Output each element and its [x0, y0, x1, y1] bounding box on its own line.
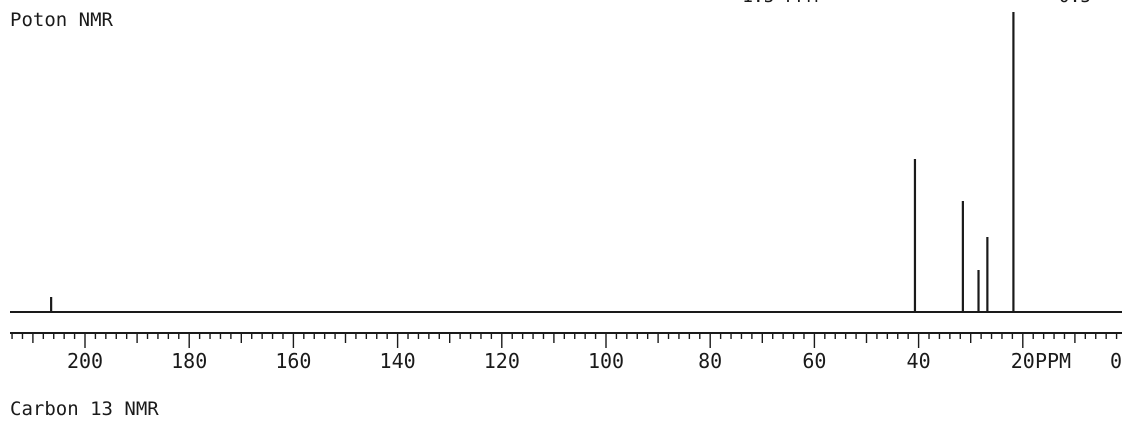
proton-scale-label-3: 1.5 PPM — [742, 0, 818, 7]
proton-scale-label-4: 0.5 — [1059, 0, 1092, 7]
tick-label-0: 0 — [1110, 349, 1122, 373]
proton-nmr-partial-scale: 1.5 PPM 0.5 — [742, 0, 1091, 7]
tick-label-100: 100 — [588, 349, 624, 373]
tick-label-60: 60 — [802, 349, 826, 373]
carbon-13-nmr-label: Carbon 13 NMR — [10, 398, 159, 420]
tick-label-160: 160 — [275, 349, 311, 373]
proton-nmr-label: Poton NMR — [10, 9, 114, 31]
ppm-axis-unit: PPM — [1035, 349, 1071, 373]
tick-label-80: 80 — [698, 349, 722, 373]
tick-label-20: 20 — [1011, 349, 1035, 373]
spectrum-peaks — [50, 12, 1015, 312]
tick-label-200: 200 — [67, 349, 103, 373]
tick-label-140: 140 — [380, 349, 416, 373]
ppm-axis-ticks — [11, 333, 1118, 348]
tick-label-120: 120 — [484, 349, 520, 373]
ppm-axis-labels: 200 180 160 140 120 100 80 60 40 20 0 — [67, 349, 1122, 373]
tick-label-180: 180 — [171, 349, 207, 373]
tick-label-40: 40 — [907, 349, 931, 373]
